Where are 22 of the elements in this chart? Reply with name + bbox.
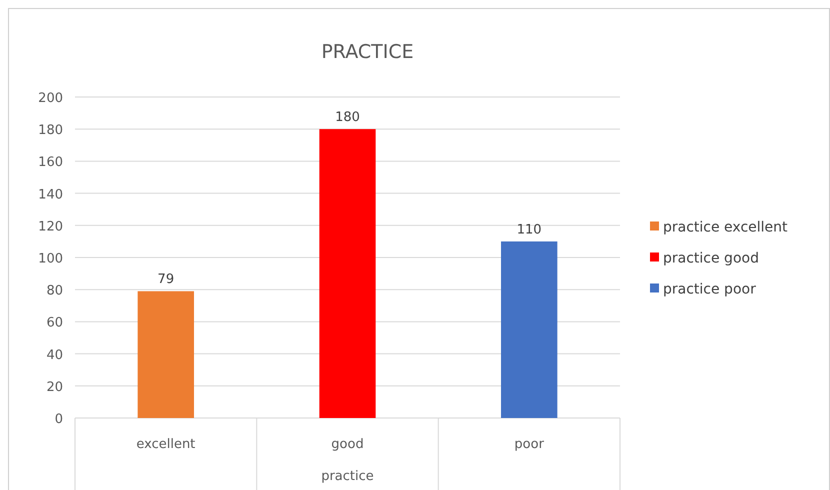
data-label: 180 [335,110,360,126]
y-tick-label: 0 [54,412,63,427]
y-tick-label: 160 [38,155,63,170]
legend-label: practice excellent [663,220,788,236]
y-tick-label: 140 [38,187,63,202]
y-tick-label: 100 [38,252,63,266]
chart-title: PRACTICE [321,41,414,63]
y-tick-label: 120 [38,219,63,234]
x-tick-label: poor [514,437,545,452]
data-label: 110 [516,222,542,238]
y-tick-label: 20 [46,380,63,395]
x-axis-title: practice [321,469,374,484]
y-tick-label: 40 [46,348,63,363]
x-tick-label: good [331,437,364,452]
y-tick-label: 60 [46,316,63,331]
legend-label: practice poor [663,282,756,298]
x-tick-label: excellent [136,437,196,452]
y-tick-label: 180 [38,123,63,138]
data-label: 79 [158,272,174,288]
y-tick-label: 80 [46,284,63,299]
y-tick-label: 200 [38,91,63,106]
legend-label: practice good [663,250,759,266]
